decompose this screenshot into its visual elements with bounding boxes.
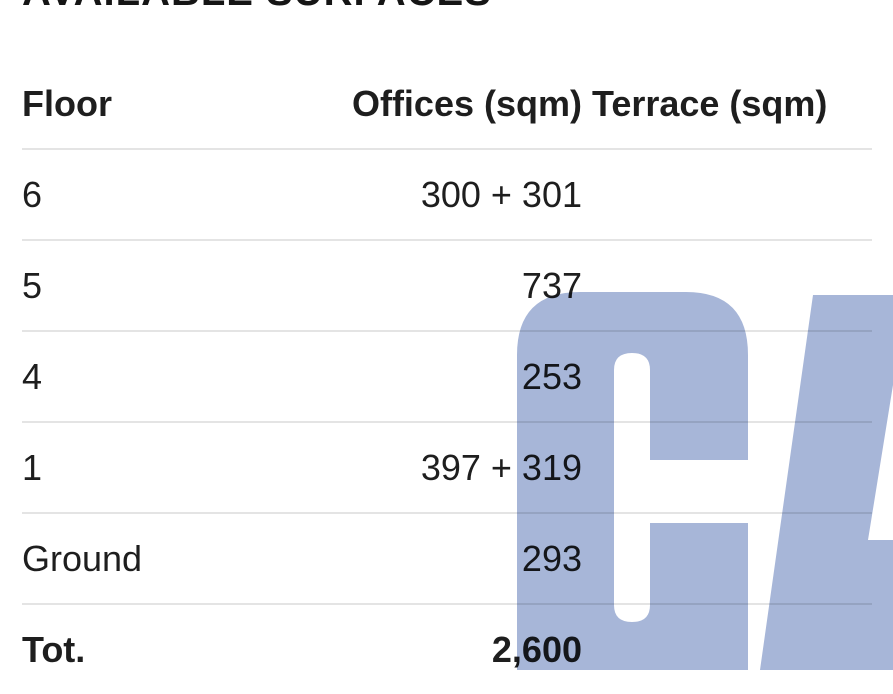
offices-cell: 300 + 301	[282, 149, 587, 241]
table-row: 5 737	[22, 240, 872, 332]
offices-cell: 737	[282, 240, 587, 332]
offices-cell: 293	[282, 513, 587, 605]
terrace-cell	[587, 513, 872, 605]
table-total-row: Tot. 2,600	[22, 604, 872, 694]
floor-cell: Ground	[22, 513, 282, 605]
total-offices: 2,600	[491, 628, 582, 670]
offices-cell: 253	[282, 331, 587, 423]
floor-cell: 1	[22, 422, 282, 514]
table-row: Ground 293	[22, 513, 872, 605]
offices-cell: 397 + 319	[282, 422, 587, 514]
terrace-cell	[587, 422, 872, 514]
terrace-cell	[587, 331, 872, 423]
header-floor: Floor	[22, 60, 282, 150]
surfaces-table: Floor Offices (sqm) Terrace (sqm) 6 300 …	[22, 60, 872, 694]
floor-cell: 6	[22, 149, 282, 241]
table-header-row: Floor Offices (sqm) Terrace (sqm)	[22, 60, 872, 150]
header-offices: Offices (sqm)	[282, 60, 587, 150]
header-terrace: Terrace (sqm)	[587, 60, 872, 150]
table-row: 4 253	[22, 331, 872, 423]
table-row: 1 397 + 319	[22, 422, 872, 514]
table-row: 6 300 + 301	[22, 149, 872, 241]
floor-cell: 4	[22, 331, 282, 423]
floor-cell: 5	[22, 240, 282, 332]
section-title: AVAILABLE SURFACES	[22, 0, 492, 15]
terrace-cell	[587, 240, 872, 332]
total-terrace	[587, 604, 872, 694]
total-label: Tot.	[22, 628, 86, 670]
terrace-cell	[587, 149, 872, 241]
